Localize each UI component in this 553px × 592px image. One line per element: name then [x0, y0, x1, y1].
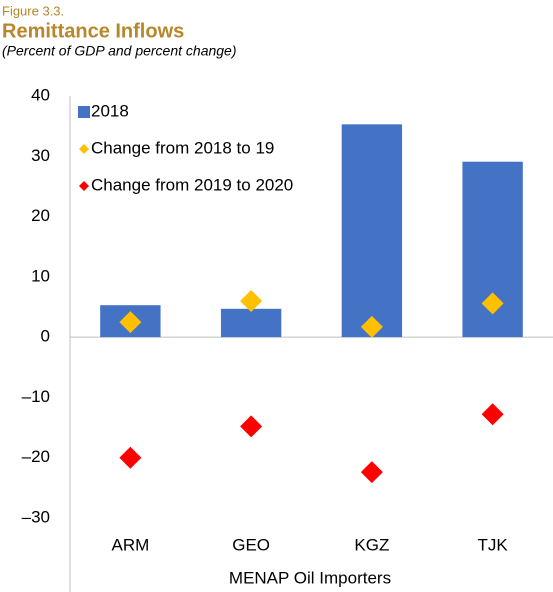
legend-swatch [79, 181, 89, 191]
diamond-marker [240, 415, 263, 438]
diamond-marker [360, 461, 383, 484]
diamond-marker [119, 446, 142, 469]
chart-title: Remittance Inflows [2, 20, 184, 42]
y-tick-label: –20 [22, 447, 50, 466]
x-tick-label: KGZ [354, 535, 389, 554]
legend-swatch [78, 106, 90, 118]
bar [220, 308, 282, 338]
y-tick-label: –10 [22, 387, 50, 406]
legend-label: 2018 [91, 101, 129, 120]
x-tick-label: ARM [111, 535, 149, 554]
x-tick-label: TJK [478, 535, 509, 554]
diamond-marker [360, 315, 383, 338]
figure-label: Figure 3.3. [2, 3, 64, 18]
diamond-marker [119, 311, 142, 334]
diamond-marker [481, 403, 504, 426]
y-tick-label: 30 [31, 146, 50, 165]
legend-label: Change from 2018 to 19 [91, 138, 274, 157]
diamond-marker [240, 289, 263, 312]
legend-swatch [79, 144, 89, 154]
category-group-label: MENAP Oil Importers [229, 568, 391, 587]
y-tick-label: –30 [22, 507, 50, 526]
y-tick-label: 40 [31, 85, 50, 104]
chart-subtitle: (Percent of GDP and percent change) [2, 43, 237, 59]
y-tick-label: 0 [41, 327, 50, 346]
y-tick-label: 20 [31, 206, 50, 225]
y-tick-label: 10 [31, 266, 50, 285]
bar [341, 124, 403, 338]
x-tick-label: GEO [232, 535, 270, 554]
legend-label: Change from 2019 to 2020 [91, 175, 293, 194]
diamond-marker [481, 292, 504, 315]
